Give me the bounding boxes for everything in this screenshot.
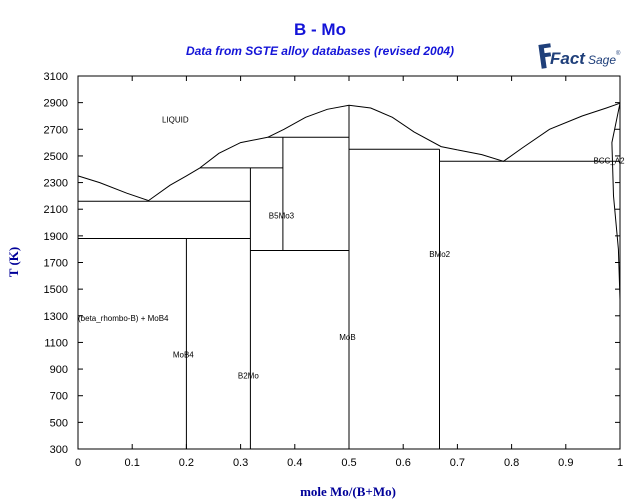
phase-boundary-line: [199, 136, 268, 169]
phase-label: B5Mo3: [269, 212, 295, 221]
x-tick-label: 1: [617, 457, 623, 469]
phase-label: MoB4: [173, 351, 194, 360]
logo-text-fact: Fact: [550, 49, 586, 68]
x-tick-label: 0.3: [233, 457, 248, 469]
x-tick-label: 0.7: [450, 457, 465, 469]
y-tick-label: 1900: [44, 231, 68, 243]
plot-frame: [77, 75, 621, 450]
y-tick-label: 1300: [44, 311, 68, 323]
axes: 0 0.1 0.2 0.3 0.4 0.5 0.6 0.7 0.8 0.9 130050070090…: [44, 71, 624, 469]
x-tick-label: 0.6: [396, 457, 411, 469]
phase-boundary-line: [457, 102, 621, 162]
chart-title: B - Mo: [294, 20, 346, 39]
y-tick-label: 3100: [44, 71, 68, 83]
phase-boundary-line: [77, 167, 201, 202]
y-tick-label: 1700: [44, 258, 68, 270]
y-tick-label: 2500: [44, 151, 68, 163]
y-tick-label: 1100: [44, 337, 68, 349]
factsage-logo: Fact Sage ®: [538, 43, 621, 69]
y-tick-label: 2700: [44, 124, 68, 136]
phase-label: BCC_A2: [593, 156, 625, 165]
x-tick-label: 0.2: [179, 457, 194, 469]
x-axis-label: mole Mo/(B+Mo): [300, 484, 396, 499]
phase-labels: LIQUID B5Mo3 BMo2 BCC_A2 (beta_rhombo-B) + M…: [78, 116, 625, 381]
y-tick-label: 2300: [44, 178, 68, 190]
logo-registered: ®: [616, 50, 621, 57]
phase-label: BMo2: [429, 250, 450, 259]
y-tick-label: 900: [50, 364, 68, 376]
y-tick-label: 2900: [44, 98, 68, 110]
y-tick-label: 500: [50, 417, 68, 429]
logo-text-sage: Sage: [588, 53, 616, 67]
x-tick-label: 0.9: [558, 457, 573, 469]
phase-boundary-line: [267, 104, 458, 151]
phase-label: MoB: [339, 333, 355, 342]
y-axis-label: T (K): [6, 247, 21, 277]
phase-label: LIQUID: [162, 116, 189, 125]
x-tick-label: 0.8: [504, 457, 519, 469]
phase-label: B2Mo: [238, 371, 259, 380]
x-tick-label: 0.5: [341, 457, 356, 469]
y-tick-label: 2100: [44, 204, 68, 216]
y-tick-label: 300: [50, 444, 68, 456]
chart-subtitle: Data from SGTE alloy databases (revised …: [185, 44, 455, 58]
y-tick-label: 1500: [44, 284, 68, 296]
phase-boundary-line: [611, 103, 621, 300]
x-tick-label: 0: [75, 457, 81, 469]
x-tick-label: 0.1: [125, 457, 140, 469]
y-tick-label: 700: [50, 391, 68, 403]
x-tick-label: 0.4: [287, 457, 302, 469]
phase-label: (beta_rhombo-B) + MoB4: [78, 314, 169, 323]
phase-boundaries: [77, 102, 621, 449]
